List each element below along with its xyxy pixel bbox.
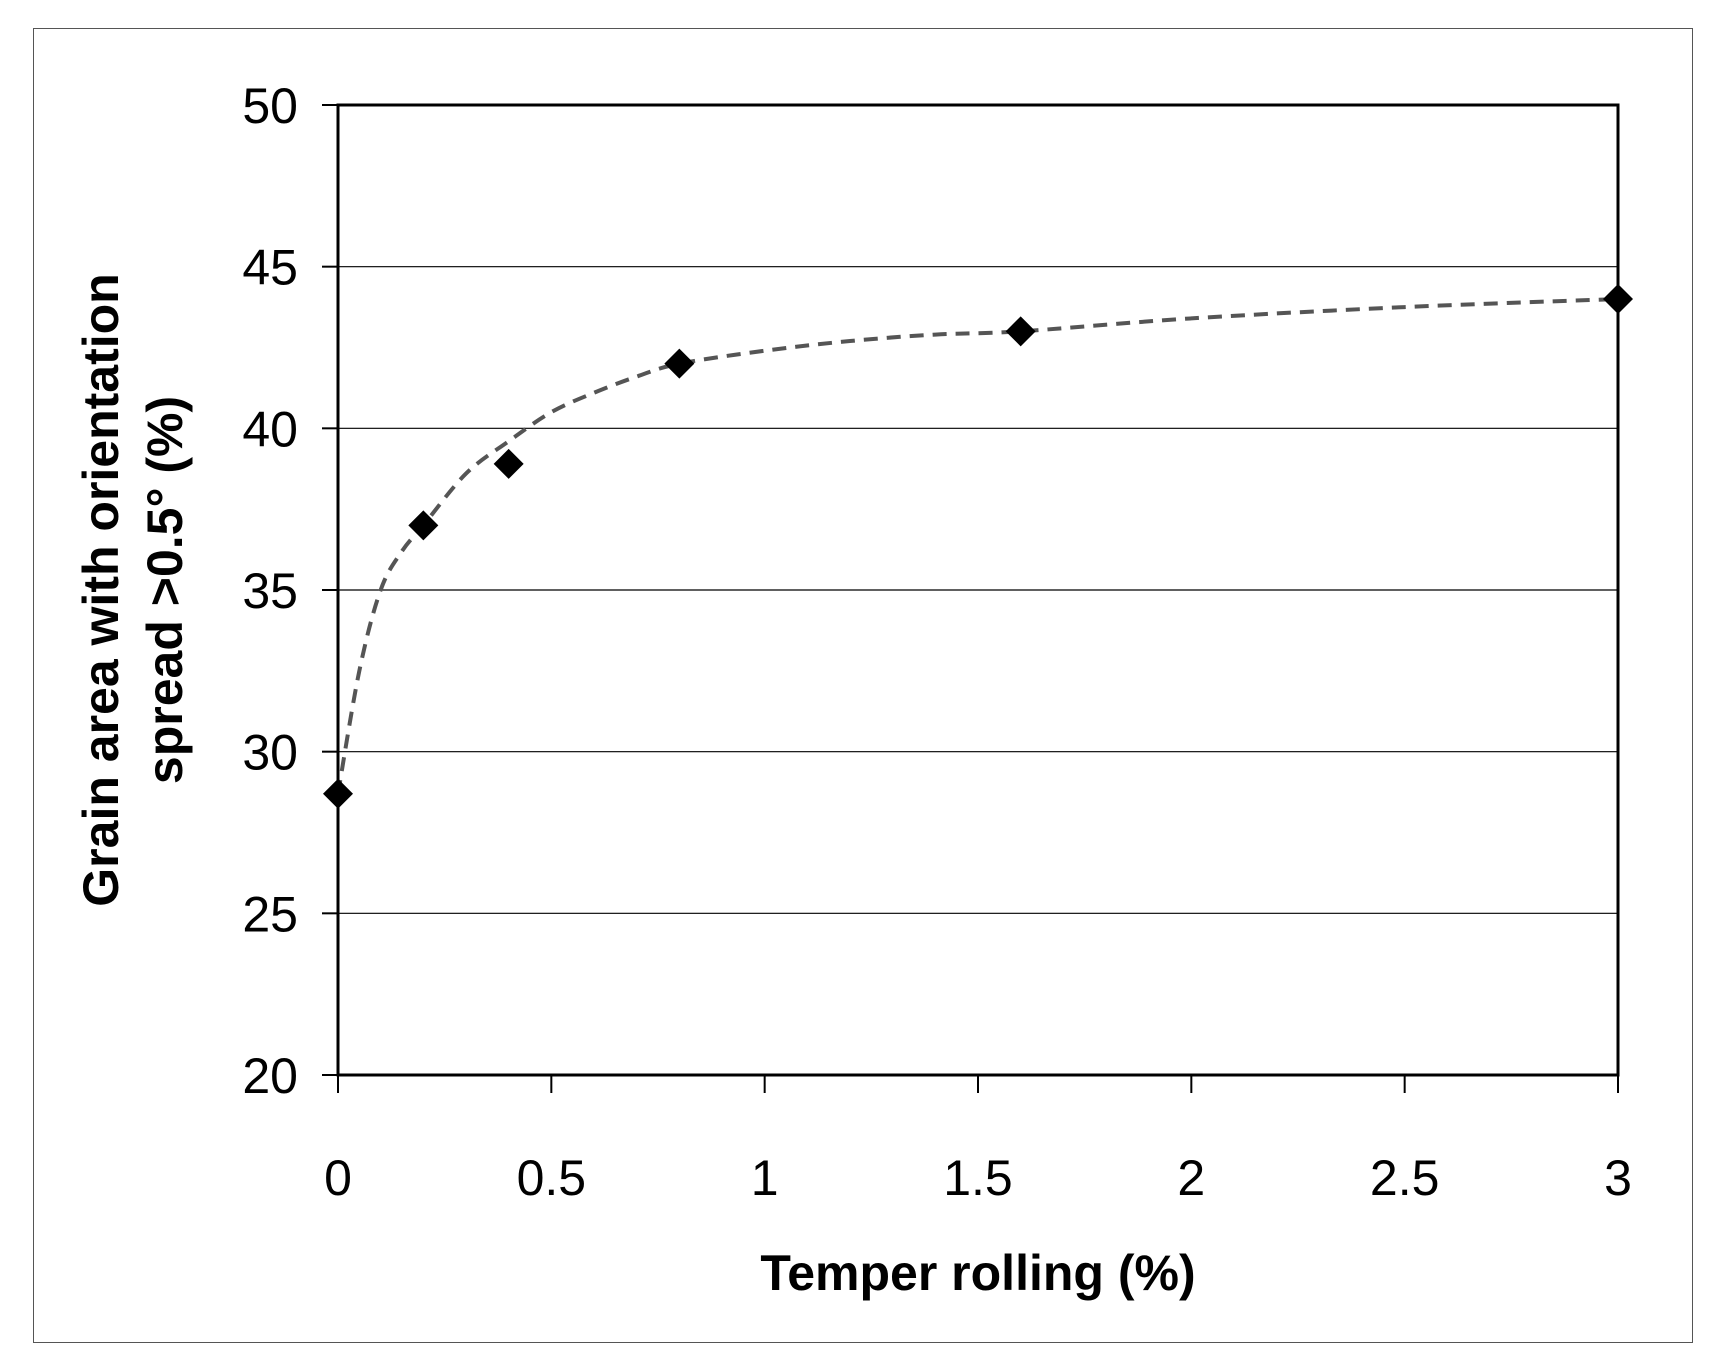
gridlines [338, 266, 1618, 914]
data-point-diamond [493, 448, 524, 479]
x-axis-title: Temper rolling (%) [760, 1245, 1195, 1301]
x-tick-label: 1 [751, 1150, 779, 1206]
x-tick-label: 3 [1604, 1150, 1632, 1206]
y-tick-label: 30 [242, 725, 298, 781]
data-point-diamond [664, 348, 695, 379]
y-tick-label: 35 [242, 563, 298, 619]
y-tick-label: 50 [242, 78, 298, 134]
trendline [336, 297, 1619, 795]
y-tick-label: 20 [242, 1048, 298, 1104]
x-tick-label: 0.5 [517, 1150, 587, 1206]
data-point-diamond [1005, 316, 1036, 347]
y-tick-label: 45 [242, 240, 298, 296]
x-tick-label: 0 [324, 1150, 352, 1206]
trendline-group [336, 297, 1619, 795]
x-axis-ticks: 0 0.5 1 1.5 2 2.5 3 [324, 1075, 1632, 1206]
y-axis-ticks: 20 25 30 35 40 45 50 [242, 78, 338, 1104]
data-point-diamond [408, 510, 439, 541]
y-tick-label: 25 [242, 886, 298, 942]
y-tick-label: 40 [242, 401, 298, 457]
data-points [323, 284, 1633, 809]
x-tick-label: 2.5 [1370, 1150, 1440, 1206]
y-axis-title-line-1: Grain area with orientation [73, 273, 129, 906]
x-tick-label: 2 [1177, 1150, 1205, 1206]
x-tick-label: 1.5 [943, 1150, 1013, 1206]
y-axis-title-line-2: spread >0.5° (%) [137, 396, 193, 784]
chart-frame [33, 28, 1693, 1343]
